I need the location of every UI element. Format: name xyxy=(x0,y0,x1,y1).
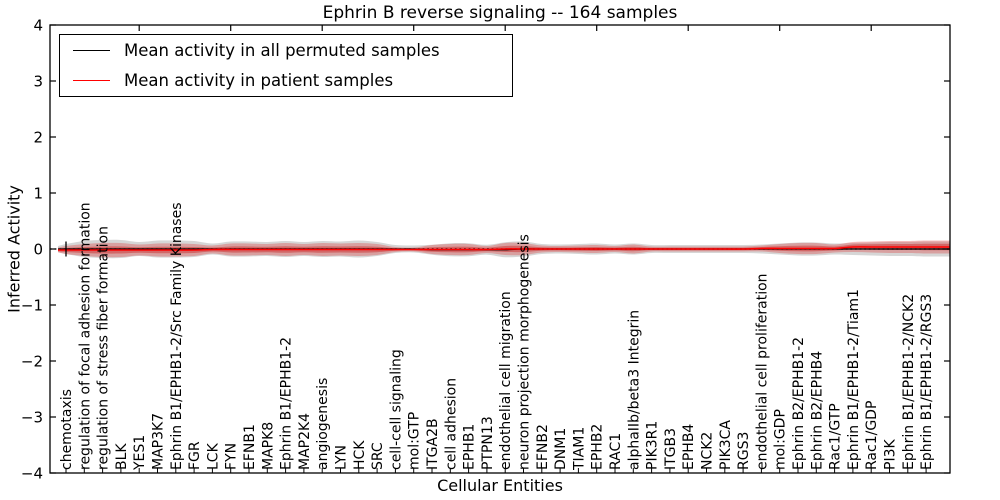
legend-label-patient: Mean activity in patient samples xyxy=(124,71,394,91)
x-tick-label: neuron projection morphogenesis xyxy=(517,234,533,470)
x-tick-label: Ephrin B1/EPHB1-2/Tiam1 xyxy=(846,289,862,470)
x-tick-label: angiogenesis xyxy=(315,378,331,470)
x-tick-label: LCK xyxy=(205,442,221,470)
y-tick-label: 1 xyxy=(33,185,43,203)
x-tick-label: Ephrin B1/EPHB1-2/RGS3 xyxy=(919,294,935,470)
x-tick-label: regulation of stress fiber formation xyxy=(96,226,112,470)
chart-title: Ephrin B reverse signaling -- 164 sample… xyxy=(322,3,678,23)
y-tick-label: −2 xyxy=(21,353,43,371)
y-tick-label: −3 xyxy=(21,409,43,427)
x-axis-title: Cellular Entities xyxy=(437,476,563,495)
x-tick-label: ITGA2B xyxy=(425,418,441,470)
x-tick-label: PTPN13 xyxy=(480,416,496,470)
x-tick-label: regulation of focal adhesion formation xyxy=(77,202,93,470)
legend-box: Mean activity in all permuted samples Me… xyxy=(59,34,513,97)
x-tick-label: Ephrin B2/EPHB4 xyxy=(809,351,825,470)
x-tick-label: ITGB3 xyxy=(663,428,679,470)
x-tick-label: LYN xyxy=(334,445,350,470)
x-tick-label: cell-cell signaling xyxy=(388,349,404,470)
mean-line-patient xyxy=(57,246,950,251)
x-tick-label: PIK3CA xyxy=(718,420,734,470)
x-tick-label: mol:GDP xyxy=(773,409,789,470)
legend-line-patient-icon xyxy=(73,80,110,82)
y-tick-label: 0 xyxy=(33,241,43,259)
y-tick-label: 4 xyxy=(33,17,43,35)
x-tick-label: YES1 xyxy=(132,435,148,471)
x-tick-label: EPHB2 xyxy=(590,424,606,470)
x-tick-label: HCK xyxy=(352,440,368,470)
legend-entry-patient: Mean activity in patient samples xyxy=(60,66,512,95)
x-tick-label: Ephrin B1/EPHB1-2 xyxy=(279,337,295,470)
x-tick-label: FYN xyxy=(224,443,240,470)
x-tick-label: endothelial cell proliferation xyxy=(754,273,770,470)
x-tick-label: SRC xyxy=(370,442,386,470)
y-tick-label: 2 xyxy=(33,129,43,147)
y-tick-label: 3 xyxy=(33,73,43,91)
x-tick-label: PI3K xyxy=(883,439,899,470)
y-tick-label: −1 xyxy=(21,297,43,315)
x-tick-label: FGR xyxy=(187,441,203,470)
x-tick-label: Ephrin B1/EPHB1-2/Src Family Kinases xyxy=(169,202,185,470)
x-tick-label: EFNB2 xyxy=(535,424,551,470)
x-tick-label: BLK xyxy=(114,443,130,470)
x-tick-label: Rac1/GDP xyxy=(864,401,880,470)
x-tick-label: chemotaxis xyxy=(59,389,75,470)
x-tick-label: MAP3K7 xyxy=(151,413,167,470)
x-tick-label: mol:GTP xyxy=(407,412,423,470)
x-tick-label: MAP2K4 xyxy=(297,413,313,470)
x-tick-label: RAC1 xyxy=(608,433,624,470)
y-axis-title: Inferred Activity xyxy=(4,185,24,313)
x-tick-label: EPHB1 xyxy=(462,424,478,470)
x-tick-label: EFNB1 xyxy=(242,424,258,470)
x-tick-label: DNM1 xyxy=(553,428,569,470)
x-tick-label: Rac1/GTP xyxy=(828,403,844,470)
x-tick-label: cell adhesion xyxy=(443,378,459,470)
legend-line-permuted-icon xyxy=(73,49,110,51)
x-tick-label: NCK2 xyxy=(700,432,716,470)
x-tick-label: PIK3R1 xyxy=(645,421,661,470)
x-tick-label: EPHB4 xyxy=(681,424,697,470)
legend-entry-permuted: Mean activity in all permuted samples xyxy=(60,36,512,65)
legend-label-permuted: Mean activity in all permuted samples xyxy=(124,40,440,60)
x-tick-label: endothelial cell migration xyxy=(498,291,514,470)
x-tick-label: TIAM1 xyxy=(571,427,587,471)
x-tick-label: alphaIIb/beta3 Integrin xyxy=(626,310,642,470)
x-tick-label: RGS3 xyxy=(736,432,752,470)
x-tick-label: Ephrin B2/EPHB1-2 xyxy=(791,337,807,470)
x-tick-label: Ephrin B1/EPHB1-2/NCK2 xyxy=(901,294,917,470)
x-tick-label: MAPK8 xyxy=(260,422,276,470)
y-tick-label: −4 xyxy=(21,465,43,483)
